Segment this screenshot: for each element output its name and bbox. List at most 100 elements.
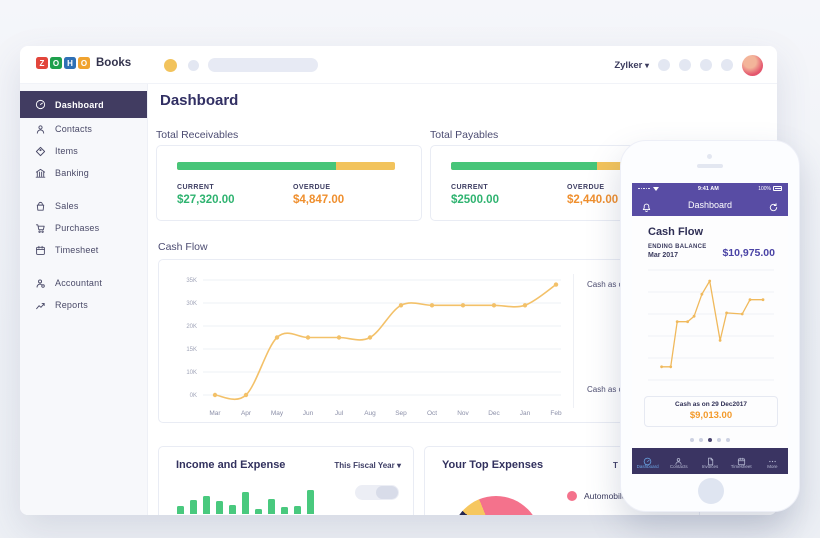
calendar-icon	[737, 453, 746, 466]
sidebar-item-items[interactable]: Items	[20, 140, 147, 162]
svg-text:Mar: Mar	[209, 410, 221, 417]
bank-icon	[35, 168, 46, 179]
bar	[242, 492, 249, 514]
topbar-icon-placeholder[interactable]	[658, 59, 670, 71]
phone-tab-invoices[interactable]: Invoices	[694, 448, 725, 474]
logo-suffix: Books	[96, 57, 132, 69]
pager-dot[interactable]	[708, 438, 712, 442]
svg-text:Oct: Oct	[427, 410, 437, 417]
sidebar-item-accountant[interactable]: Accountant	[20, 272, 147, 294]
cash-as-on-note-top: Cash as o	[587, 280, 624, 289]
topbar-icon-placeholder[interactable]	[700, 59, 712, 71]
bar	[294, 506, 301, 514]
sidebar-item-contacts[interactable]: Contacts	[20, 118, 147, 140]
org-switcher[interactable]: Zylker ▾	[614, 59, 649, 71]
chart-type-toggle[interactable]	[355, 485, 399, 500]
payables-current: CURRENT $2500.00	[451, 184, 499, 206]
legend-color-dot	[567, 491, 577, 501]
top-expenses-filter[interactable]: T	[613, 461, 618, 470]
pager-dot[interactable]	[690, 438, 694, 442]
top-expenses-pie-chart	[451, 496, 541, 515]
phone-mockup: 9:41 AM 100% Dashboard Cash Flow ENDING …	[620, 140, 800, 512]
receivables-section-label: Total Receivables	[156, 129, 239, 141]
report-icon	[35, 300, 46, 311]
phone-tab-contacts[interactable]: Contacts	[663, 448, 694, 474]
battery-icon	[773, 186, 782, 191]
bar	[281, 507, 288, 514]
person-icon	[35, 124, 46, 135]
svg-text:Jan: Jan	[520, 410, 531, 417]
notification-dot	[164, 59, 177, 72]
receivables-card: CURRENT $27,320.00 OVERDUE $4,847.00	[156, 145, 422, 221]
chevron-down-icon: ▾	[644, 60, 649, 70]
home-button[interactable]	[698, 478, 724, 504]
doc-icon	[706, 453, 715, 466]
payables-overdue: OVERDUE $2,440.00	[567, 184, 619, 206]
bar	[177, 506, 184, 514]
battery-indicator: 100%	[758, 186, 782, 192]
phone-tab-timesheet[interactable]: Timesheet	[726, 448, 757, 474]
logo-tile: Z	[36, 57, 48, 69]
topbar-actions: Zylker ▾	[614, 46, 763, 84]
pager-dot[interactable]	[699, 438, 703, 442]
cashflow-chart: 35K 30K 20K 15K 10K 0K Mar Apr May Jun Jul Aug Sep Oc…	[186, 278, 562, 417]
pager-dot[interactable]	[717, 438, 721, 442]
bell-icon[interactable]	[641, 200, 652, 212]
phone-tab-more[interactable]: More	[757, 448, 788, 474]
logo-tile: H	[64, 57, 76, 69]
bar	[190, 500, 197, 514]
sidebar-item-timesheet[interactable]: Timesheet	[20, 239, 147, 261]
topbar-icon-placeholder[interactable]	[721, 59, 733, 71]
svg-text:May: May	[271, 410, 284, 417]
sidebar-item-sales[interactable]: Sales	[20, 195, 147, 217]
svg-text:10K: 10K	[186, 370, 197, 376]
more-icon	[768, 453, 777, 463]
bar	[255, 509, 262, 514]
pager-dot[interactable]	[726, 438, 730, 442]
phone-status-bar: 9:41 AM 100%	[632, 183, 788, 194]
carousel-pager[interactable]	[632, 438, 788, 442]
payables-section-label: Total Payables	[430, 129, 499, 141]
phone-tab-dashboard[interactable]: Dashboard	[632, 448, 663, 474]
top-expenses-title: Your Top Expenses	[442, 459, 544, 471]
income-expense-card: Income and Expense This Fiscal Year ▾	[158, 446, 414, 515]
bar	[307, 490, 314, 514]
sidebar-item-purchases[interactable]: Purchases	[20, 217, 147, 239]
user-avatar[interactable]	[742, 54, 763, 76]
gauge-icon	[643, 453, 652, 466]
page-title: Dashboard	[160, 92, 239, 109]
svg-text:Feb: Feb	[550, 410, 562, 417]
legend-item: Automobile	[567, 491, 627, 501]
search-bar[interactable]	[208, 58, 318, 72]
svg-text:20K: 20K	[186, 324, 197, 330]
fiscal-year-dropdown[interactable]: This Fiscal Year ▾	[334, 461, 401, 470]
zoho-books-logo: Z O H O Books	[36, 57, 131, 69]
status-time: 9:41 AM	[697, 185, 719, 192]
bag-icon	[35, 201, 46, 212]
refresh-icon[interactable]	[768, 200, 779, 211]
income-expense-title: Income and Expense	[176, 459, 286, 471]
calendar-icon	[35, 245, 46, 256]
phone-tab-bar: Dashboard Contacts Invoices Timesheet More	[632, 448, 788, 474]
payables-progress-bar	[451, 162, 669, 170]
svg-text:Jul: Jul	[335, 410, 344, 417]
svg-text:15K: 15K	[186, 347, 197, 353]
cash-as-on-card: Cash as on 29 Dec2017 $9,013.00	[644, 396, 778, 427]
sidebar-item-banking[interactable]: Banking	[20, 162, 147, 184]
sidebar-item-reports[interactable]: Reports	[20, 294, 147, 316]
receivables-current: CURRENT $27,320.00	[177, 184, 235, 206]
sidebar-item-dashboard[interactable]: Dashboard	[20, 91, 147, 118]
svg-text:Apr: Apr	[241, 410, 252, 417]
phone-nav-bar: Dashboard	[632, 194, 788, 216]
toggle-knob	[376, 486, 398, 499]
svg-text:0K: 0K	[190, 393, 197, 399]
receivables-current-fill	[177, 162, 337, 170]
phone-nav-title: Dashboard	[687, 200, 733, 210]
signal-icon	[638, 187, 650, 190]
svg-text:Jun: Jun	[303, 410, 314, 417]
svg-text:Dec: Dec	[488, 410, 500, 417]
topbar-icon-placeholder[interactable]	[679, 59, 691, 71]
bar	[229, 505, 236, 514]
bar	[216, 501, 223, 514]
topbar: Z O H O Books Zylker ▾	[20, 46, 777, 84]
